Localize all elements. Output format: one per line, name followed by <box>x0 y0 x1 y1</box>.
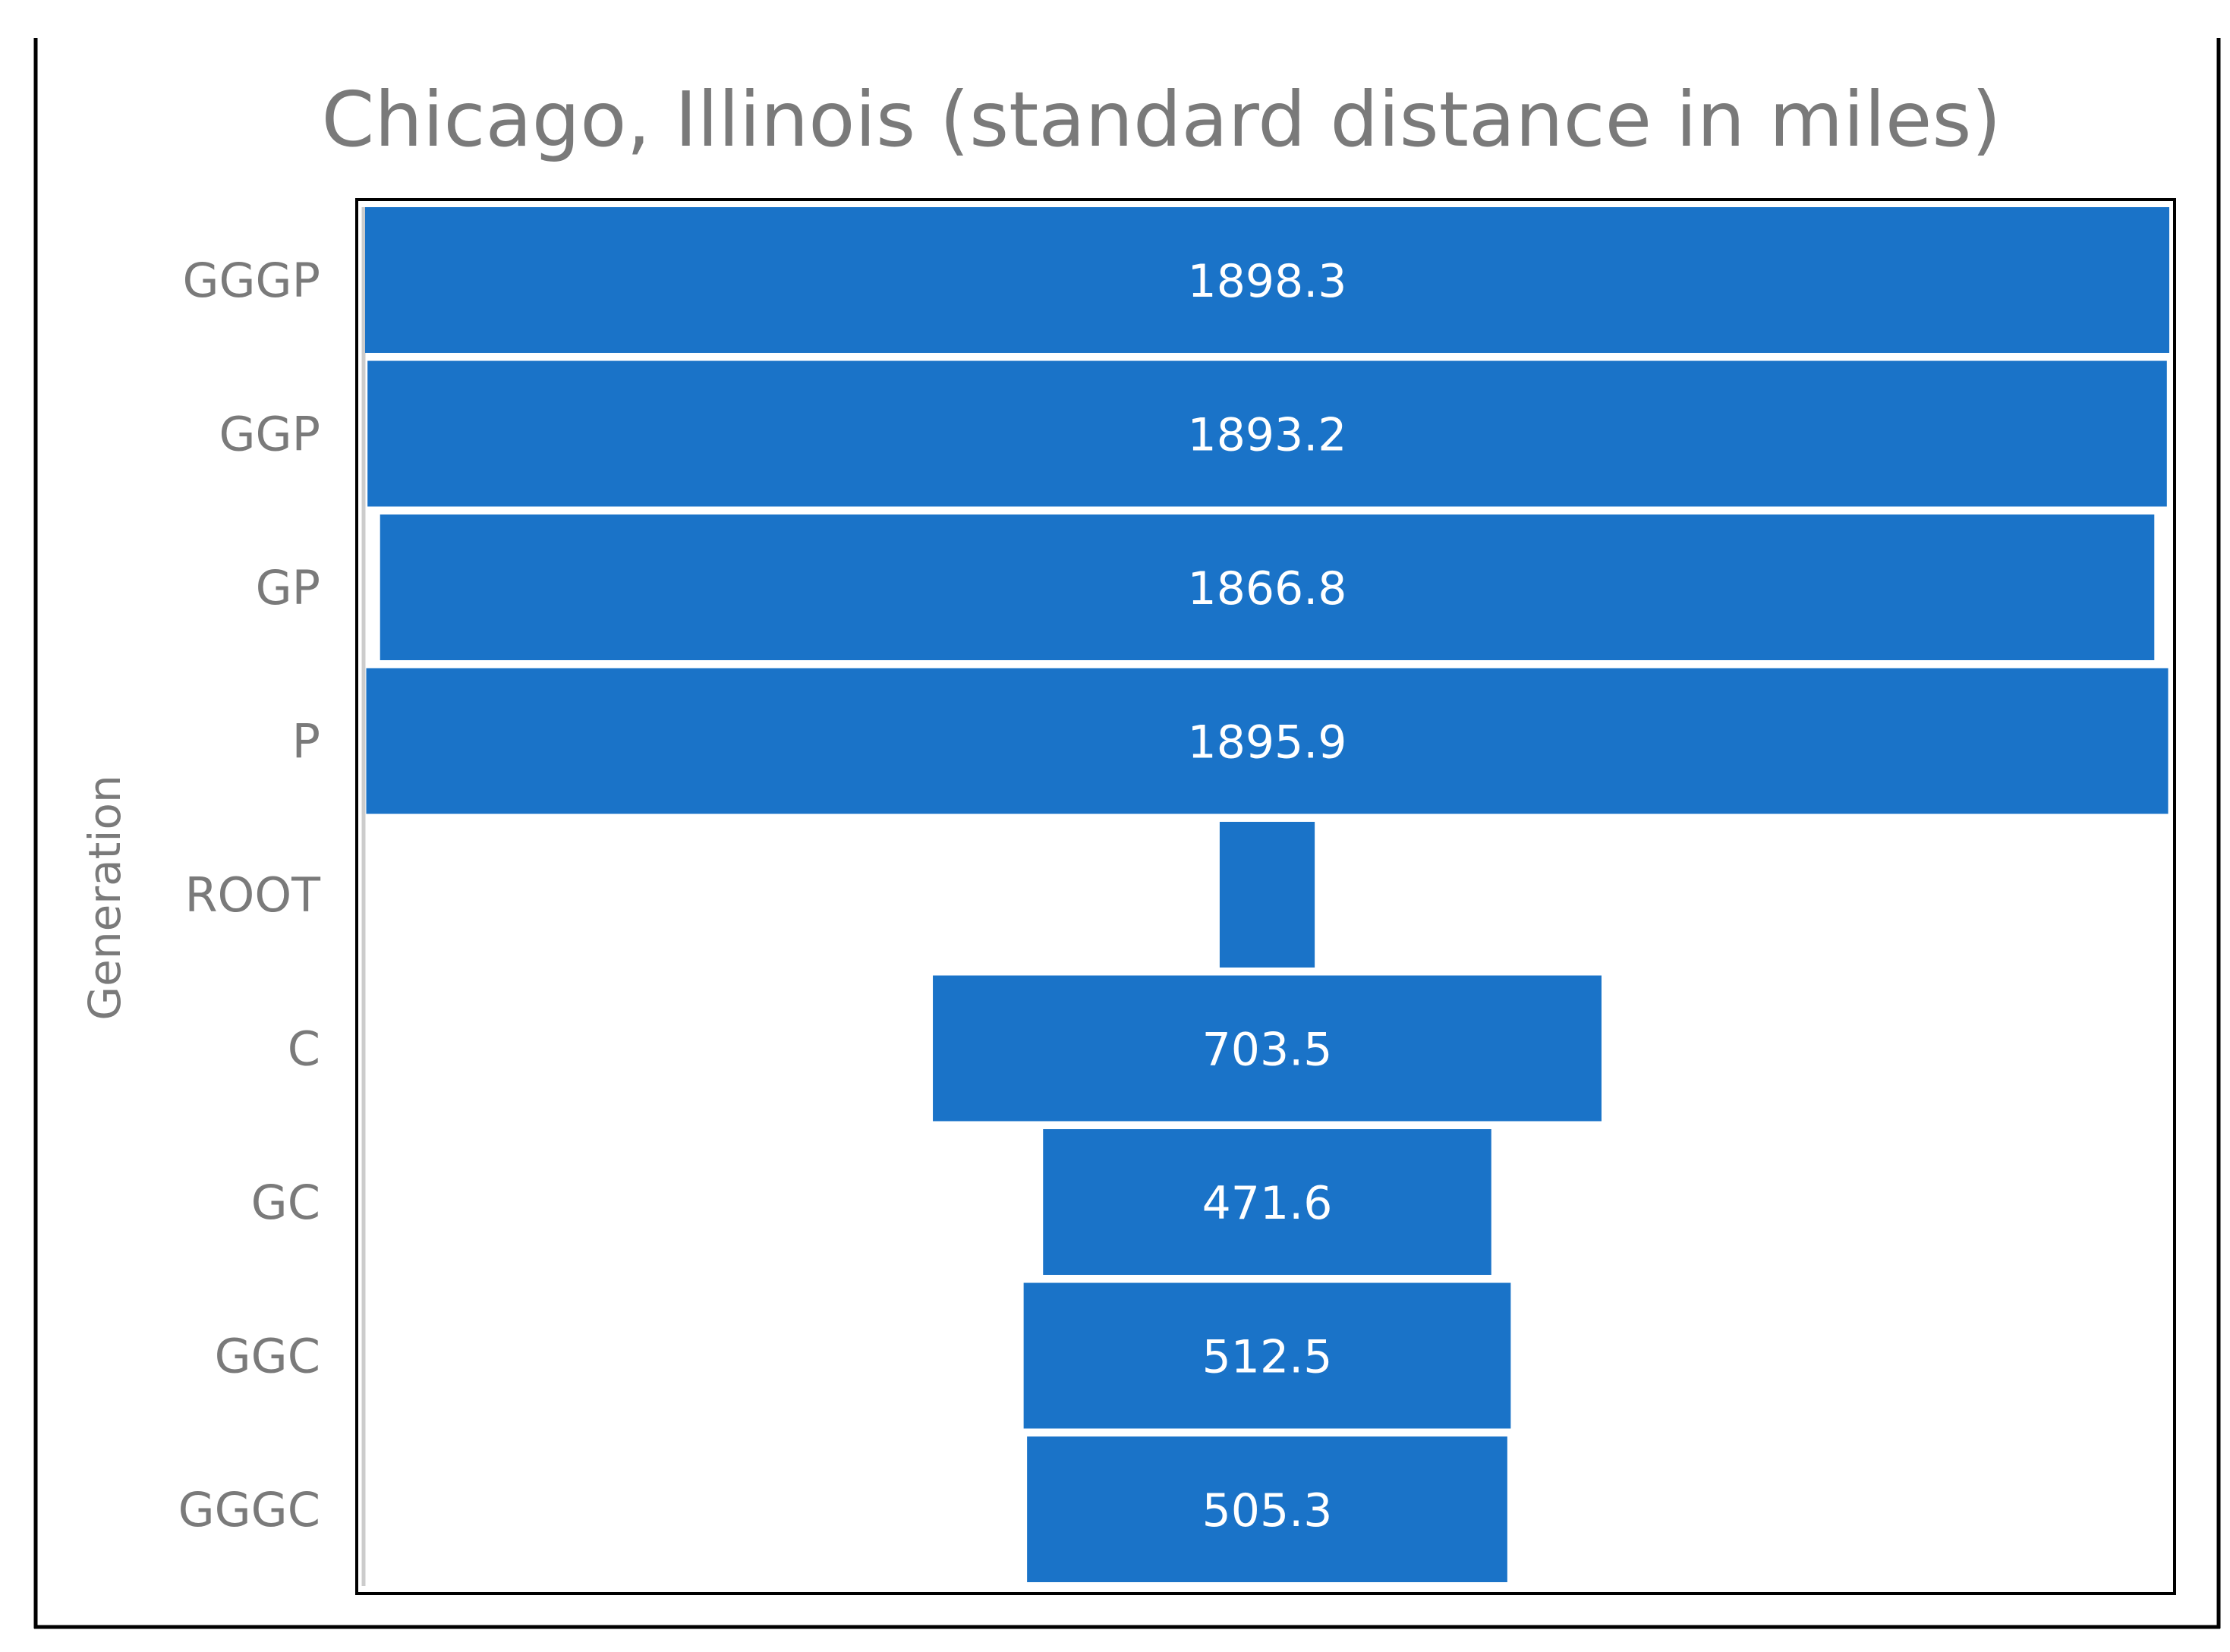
funnel-bar-ggp <box>367 360 2167 507</box>
funnel-bar-root <box>1219 822 1315 968</box>
category-label-p: P <box>292 714 320 769</box>
category-label-gp: GP <box>256 560 320 615</box>
bar-value-label-gp: 1866.8 <box>1188 562 1347 615</box>
category-label-gggp: GGGP <box>182 253 320 308</box>
outer-frame <box>33 38 2221 1629</box>
bar-value-label-ggc: 512.5 <box>1202 1331 1333 1384</box>
category-label-ggp: GGP <box>219 407 320 462</box>
funnel-bar-ggc <box>1023 1282 1511 1429</box>
plot-area <box>355 198 2176 1595</box>
funnel-bar-gggc <box>1027 1436 1507 1582</box>
funnel-bar-gggp <box>365 207 2169 353</box>
category-label-root: ROOT <box>184 867 321 923</box>
bar-value-label-c: 703.5 <box>1202 1024 1333 1077</box>
bar-value-label-ggp: 1893.2 <box>1188 409 1347 462</box>
category-label-gc: GC <box>251 1175 320 1230</box>
funnel-bar-gc <box>1043 1129 1491 1275</box>
bar-value-label-p: 1895.9 <box>1188 716 1347 769</box>
chart-title: Chicago, Illinois (standard distance in … <box>322 75 2002 164</box>
category-label-ggc: GGC <box>215 1329 320 1384</box>
funnel-bars <box>365 207 2169 1582</box>
funnel-bar-c <box>933 975 1602 1122</box>
category-label-c: C <box>288 1021 320 1077</box>
bar-value-labels: 1898.3 1893.2 1866.8 1895.9 703.5 471.6 512.5 5… <box>1188 255 1347 1537</box>
bar-value-label-gc: 471.6 <box>1202 1177 1333 1230</box>
bar-value-label-gggc: 505.3 <box>1202 1484 1333 1537</box>
category-labels: GGGP GGP GP P ROOT C GC GGC GGGC <box>178 253 322 1537</box>
category-label-gggc: GGGC <box>178 1482 320 1537</box>
funnel-bar-gp <box>380 514 2155 660</box>
funnel-bar-p <box>366 668 2169 814</box>
bar-value-label-gggp: 1898.3 <box>1188 255 1347 308</box>
y-axis-title: Generation <box>79 775 131 1021</box>
